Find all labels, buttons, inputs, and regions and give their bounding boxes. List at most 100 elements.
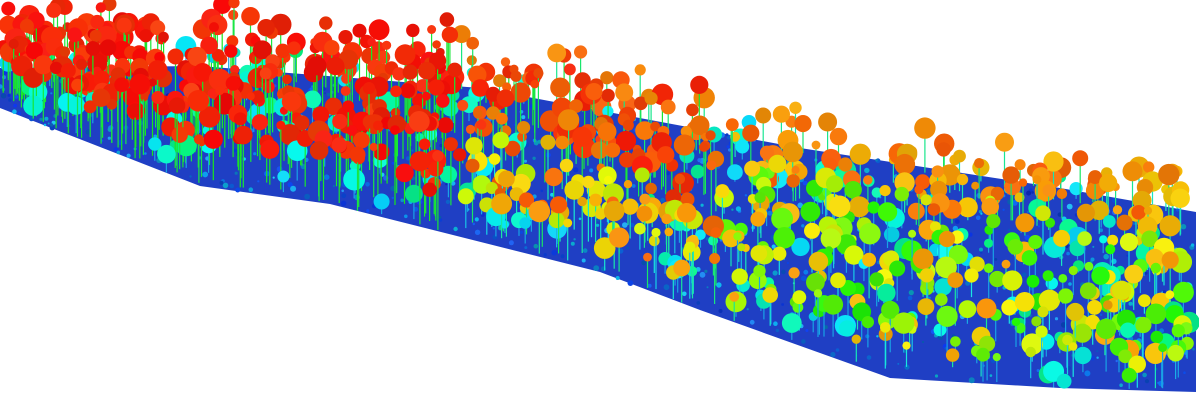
tree-crown xyxy=(1069,342,1078,351)
tree-crown xyxy=(518,192,535,208)
tree-crown xyxy=(496,89,515,108)
tree-crown xyxy=(914,117,936,139)
ground-point xyxy=(570,241,575,246)
tree-crown xyxy=(409,151,430,172)
tree-crown xyxy=(1031,316,1042,327)
tree-crown xyxy=(530,79,540,89)
ground-point xyxy=(543,253,547,257)
tree-crown xyxy=(171,126,188,143)
tree-crown xyxy=(198,106,221,128)
tree-crown xyxy=(1159,215,1181,237)
tree-crown xyxy=(548,212,565,229)
ground-point xyxy=(771,244,776,249)
tree-crown xyxy=(1116,214,1133,231)
tree-crown xyxy=(644,91,658,105)
tree-crown xyxy=(794,115,812,133)
tree-crown xyxy=(811,140,821,150)
ground-point xyxy=(968,232,973,237)
tree-crown xyxy=(844,181,862,199)
tree-crown xyxy=(251,114,268,131)
tree-crown xyxy=(1139,180,1152,193)
ground-point xyxy=(980,251,983,254)
tree-crown xyxy=(744,160,761,177)
ground-point xyxy=(682,291,687,297)
tree-crown xyxy=(844,245,864,265)
tree-crown xyxy=(636,205,653,222)
tree-crown xyxy=(519,217,531,229)
tree-crown xyxy=(1079,282,1097,300)
tree-crown xyxy=(1124,264,1144,284)
ground-point xyxy=(773,321,778,327)
ground-point xyxy=(573,167,579,173)
tree-crown xyxy=(969,256,985,272)
ground-point xyxy=(533,243,539,249)
tree-crown xyxy=(260,139,280,159)
ground-point xyxy=(413,206,419,212)
tree-crown xyxy=(67,96,86,115)
tree-crown xyxy=(1021,250,1038,266)
ground-point xyxy=(117,139,124,146)
tree-crown xyxy=(128,103,143,118)
tree-crown xyxy=(706,160,717,171)
tree-crown xyxy=(500,57,511,67)
tree-crown xyxy=(1165,290,1175,299)
tree-crown xyxy=(277,170,290,183)
tree-crown xyxy=(823,294,844,315)
ground-point xyxy=(391,161,395,165)
tree-crown xyxy=(1172,281,1194,303)
ground-point xyxy=(1162,290,1167,294)
tree-crown xyxy=(457,99,469,111)
tree-crown xyxy=(600,71,614,85)
tree-crown xyxy=(986,214,1001,229)
tree-crown xyxy=(1032,175,1042,185)
ground-point xyxy=(975,215,981,221)
tree-crown xyxy=(498,170,515,188)
tree-crown xyxy=(947,272,964,288)
tree-crown xyxy=(49,61,63,75)
tree-crown xyxy=(695,229,706,241)
ground-point xyxy=(1011,200,1018,206)
ground-point xyxy=(116,150,121,155)
ground-point xyxy=(805,329,809,332)
ground-point xyxy=(704,269,708,273)
tree-crown xyxy=(493,74,506,88)
tree-crown xyxy=(193,63,213,82)
tree-crown xyxy=(465,137,483,155)
tree-crown xyxy=(148,78,157,87)
tree-crown xyxy=(877,202,898,222)
tree-crown xyxy=(428,79,445,96)
tree-crown xyxy=(343,168,365,191)
ground-point xyxy=(660,197,665,203)
tree-crown xyxy=(465,124,476,134)
ground-point xyxy=(272,176,275,179)
ground-point xyxy=(257,180,260,183)
ground-point xyxy=(802,180,808,186)
ground-point xyxy=(113,147,119,152)
tree-crown xyxy=(550,77,571,98)
ground-point xyxy=(233,148,238,153)
ground-point xyxy=(1119,383,1123,388)
ground-point xyxy=(492,227,495,230)
tree-crown xyxy=(705,130,716,141)
tree-crown xyxy=(95,2,107,13)
tree-crown xyxy=(869,272,884,287)
tree-crown xyxy=(792,290,807,305)
tree-crown xyxy=(984,238,994,248)
tree-crown xyxy=(346,125,358,136)
tree-crown xyxy=(893,312,915,334)
ground-point xyxy=(472,222,475,226)
tree-crown xyxy=(1014,292,1035,312)
tree-crown xyxy=(1150,330,1164,344)
ground-point xyxy=(751,186,758,192)
tree-crown xyxy=(945,348,960,362)
ground-point xyxy=(631,184,636,188)
ground-point xyxy=(202,171,209,178)
ground-point xyxy=(749,319,755,325)
tree-crown xyxy=(753,264,766,278)
ground-point xyxy=(400,198,405,203)
ground-point xyxy=(453,226,458,232)
tree-crown xyxy=(324,97,343,116)
ground-point xyxy=(697,158,702,163)
ground-point xyxy=(994,258,998,261)
tree-crown xyxy=(889,260,906,277)
